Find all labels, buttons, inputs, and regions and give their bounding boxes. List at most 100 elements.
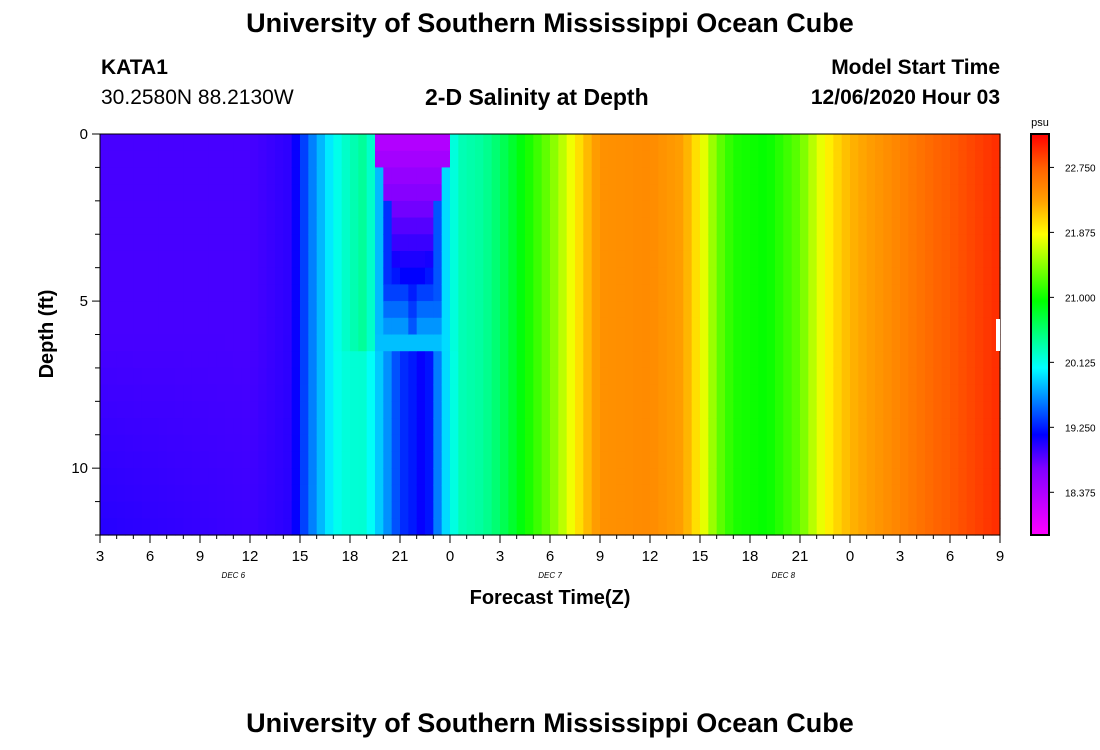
heatmap-cell: [516, 217, 526, 235]
heatmap-cell: [525, 401, 534, 419]
heatmap-cell: [716, 167, 726, 185]
heatmap-cell: [433, 518, 443, 536]
heatmap-cell: [491, 301, 501, 319]
heatmap-cell: [283, 301, 293, 319]
heatmap-cell: [650, 317, 659, 336]
heatmap-cell: [433, 501, 443, 519]
heatmap-cell: [200, 317, 209, 336]
heatmap-cell: [300, 434, 309, 453]
heatmap-cell: [125, 134, 134, 152]
heatmap-cell: [450, 501, 459, 519]
heatmap-cell: [300, 234, 309, 252]
heatmap-cell: [225, 434, 234, 453]
heatmap-cell: [458, 518, 468, 536]
heatmap-cell: [391, 184, 401, 202]
heatmap-cell: [933, 284, 943, 302]
heatmap-cell: [933, 250, 943, 269]
colorbar-tick-label: 19.250: [1065, 423, 1096, 434]
heatmap-cell: [166, 317, 176, 336]
heatmap-cell: [783, 184, 793, 202]
heatmap-cell: [525, 451, 534, 469]
heatmap-cell: [866, 267, 876, 285]
heatmap-cell: [900, 518, 909, 536]
heatmap-cell: [533, 367, 543, 386]
heatmap-cell: [516, 484, 526, 503]
heatmap-cell: [100, 518, 109, 536]
heatmap-cell: [483, 200, 493, 219]
heatmap-cell: [308, 301, 318, 319]
heatmap-cell: [658, 134, 668, 152]
heatmap-cell: [200, 301, 209, 319]
heatmap-cell: [400, 317, 409, 336]
heatmap-cell: [525, 501, 534, 519]
heatmap-cell: [366, 351, 376, 369]
heatmap-cell: [516, 301, 526, 319]
heatmap-cell: [233, 134, 243, 152]
heatmap-cell: [350, 334, 359, 352]
heatmap-cell: [508, 418, 518, 436]
heatmap-cell: [516, 451, 526, 469]
heatmap-cell: [750, 451, 759, 469]
heatmap-cell: [275, 384, 284, 402]
heatmap-cell: [975, 434, 984, 453]
heatmap-cell: [333, 284, 343, 302]
heatmap-cell: [266, 434, 276, 453]
heatmap-cell: [950, 451, 959, 469]
heatmap-cell: [316, 184, 326, 202]
heatmap-cell: [341, 518, 351, 536]
heatmap-cell: [475, 401, 484, 419]
heatmap-cell: [800, 384, 809, 402]
heatmap-cell: [750, 167, 759, 185]
heatmap-cell: [316, 217, 326, 235]
heatmap-cell: [125, 384, 134, 402]
heatmap-cell: [333, 351, 343, 369]
heatmap-cell: [758, 150, 768, 169]
heatmap-cell: [500, 250, 509, 269]
heatmap-cell: [950, 150, 959, 169]
heatmap-cell: [283, 351, 293, 369]
heatmap-cell: [241, 401, 251, 419]
heatmap-cell: [700, 468, 709, 486]
heatmap-cell: [883, 418, 893, 436]
heatmap-cell: [525, 468, 534, 486]
heatmap-cell: [208, 434, 218, 453]
heatmap-cell: [641, 334, 651, 352]
heatmap-cell: [183, 167, 193, 185]
heatmap-cell: [766, 200, 776, 219]
heatmap-cell: [733, 501, 743, 519]
heatmap-cell: [116, 150, 126, 169]
heatmap-cell: [900, 167, 909, 185]
heatmap-cell: [383, 284, 393, 302]
heatmap-cell: [933, 267, 943, 285]
heatmap-cell: [633, 250, 643, 269]
heatmap-cell: [416, 418, 426, 436]
heatmap-cell: [350, 284, 359, 302]
heatmap-cell: [466, 518, 476, 536]
heatmap-cell: [975, 367, 984, 386]
heatmap-cell: [666, 184, 676, 202]
heatmap-cell: [566, 434, 576, 453]
heatmap-cell: [316, 434, 326, 453]
heatmap-cell: [233, 367, 243, 386]
heatmap-cell: [425, 401, 434, 419]
heatmap-cell: [758, 284, 768, 302]
heatmap-cell: [358, 401, 368, 419]
heatmap-cell: [300, 301, 309, 319]
heatmap-cell: [158, 451, 168, 469]
heatmap-cell: [358, 184, 368, 202]
heatmap-cell: [808, 351, 818, 369]
heatmap-cell: [675, 284, 684, 302]
heatmap-cell: [741, 351, 751, 369]
heatmap-cell: [208, 384, 218, 402]
heatmap-cell: [491, 451, 501, 469]
heatmap-cell: [916, 418, 926, 436]
heatmap-cell: [591, 401, 601, 419]
heatmap-cell: [425, 451, 434, 469]
heatmap-cell: [316, 451, 326, 469]
heatmap-cell: [716, 284, 726, 302]
heatmap-cell: [600, 367, 609, 386]
heatmap-cell: [816, 401, 826, 419]
heatmap-cell: [625, 284, 634, 302]
heatmap-cell: [925, 250, 934, 269]
heatmap-cell: [800, 451, 809, 469]
